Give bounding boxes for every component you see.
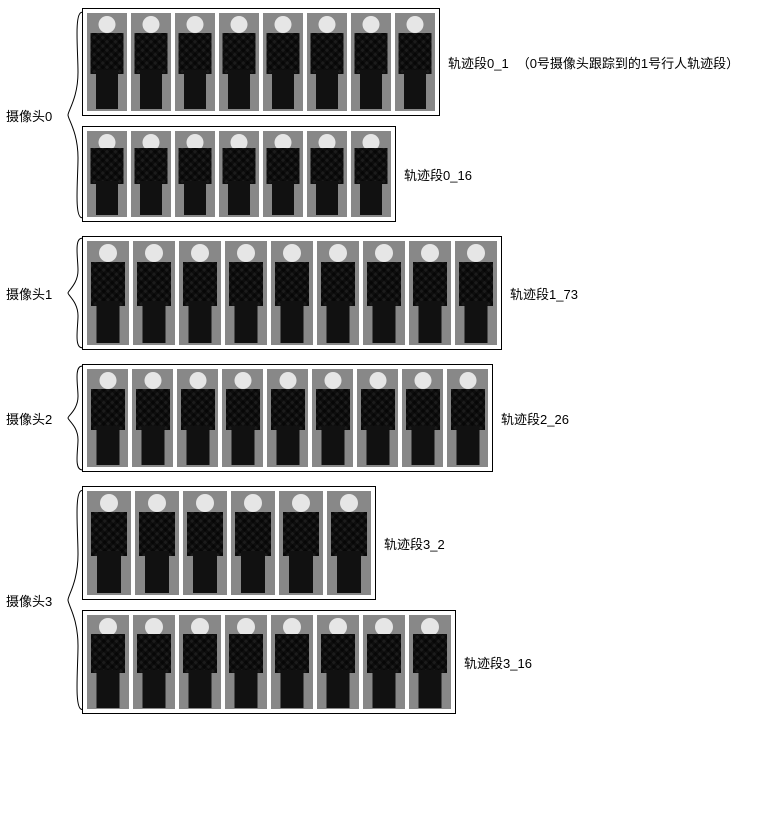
person-figure: [132, 369, 173, 467]
person-figure: [87, 491, 131, 595]
figure-root: 摄像头0 轨迹段0_1 （0号摄像头跟踪到的1号行人轨迹段） 轨迹段0_16 摄像头1 轨…: [6, 8, 756, 714]
track-label: 轨迹段3_16: [464, 653, 532, 672]
person-figure: [402, 369, 443, 467]
person-figure: [357, 369, 398, 467]
person-figure: [267, 369, 308, 467]
track-box: [82, 486, 376, 600]
camera-group: 摄像头1 轨迹段1_73: [6, 236, 756, 350]
person-figure: [351, 13, 391, 111]
person-figure: [179, 615, 221, 709]
track-label: 轨迹段1_73: [510, 284, 578, 303]
track-box: [82, 364, 493, 472]
track-label: 轨迹段2_26: [501, 409, 569, 428]
person-figure: [409, 615, 451, 709]
person-figure: [327, 491, 371, 595]
person-figure: [87, 241, 129, 345]
track-row: 轨迹段3_16: [82, 610, 756, 714]
track-box: [82, 126, 396, 222]
person-figure: [307, 13, 347, 111]
person-figure: [87, 369, 128, 467]
person-figure: [447, 369, 488, 467]
person-figure: [279, 491, 323, 595]
track-box: [82, 8, 440, 116]
person-figure: [131, 13, 171, 111]
curly-bracket-icon: [66, 8, 84, 222]
person-figure: [271, 241, 313, 345]
curly-bracket-icon: [66, 364, 84, 472]
person-figure: [179, 241, 221, 345]
tracks-container: 轨迹段1_73: [82, 236, 756, 350]
person-figure: [219, 131, 259, 217]
bracket-area: 摄像头0: [6, 8, 82, 222]
camera-group: 摄像头2 轨迹段2_26: [6, 364, 756, 472]
camera-label: 摄像头1: [6, 284, 52, 303]
person-figure: [263, 13, 303, 111]
track-row: 轨迹段2_26: [82, 364, 756, 472]
camera-label: 摄像头3: [6, 591, 52, 610]
track-row: 轨迹段0_1 （0号摄像头跟踪到的1号行人轨迹段）: [82, 8, 756, 116]
track-row: 轨迹段3_2: [82, 486, 756, 600]
person-figure: [133, 241, 175, 345]
person-figure: [87, 13, 127, 111]
person-figure: [135, 491, 179, 595]
person-figure: [133, 615, 175, 709]
tracks-container: 轨迹段2_26: [82, 364, 756, 472]
tracks-container: 轨迹段0_1 （0号摄像头跟踪到的1号行人轨迹段） 轨迹段0_16: [82, 8, 756, 222]
person-figure: [317, 615, 359, 709]
curly-bracket-icon: [66, 236, 84, 350]
person-figure: [225, 615, 267, 709]
track-label: 轨迹段0_1: [448, 53, 509, 72]
person-figure: [225, 241, 267, 345]
camera-label: 摄像头2: [6, 409, 52, 428]
track-box: [82, 610, 456, 714]
person-figure: [351, 131, 391, 217]
camera-label: 摄像头0: [6, 106, 52, 125]
person-figure: [317, 241, 359, 345]
person-figure: [183, 491, 227, 595]
bracket-area: 摄像头3: [6, 486, 82, 714]
track-box: [82, 236, 502, 350]
track-row: 轨迹段0_16: [82, 126, 756, 222]
bracket-area: 摄像头2: [6, 364, 82, 472]
curly-bracket-icon: [66, 486, 84, 714]
person-figure: [271, 615, 313, 709]
track-row: 轨迹段1_73: [82, 236, 756, 350]
tracks-container: 轨迹段3_2 轨迹段3_16: [82, 486, 756, 714]
track-label: 轨迹段3_2: [384, 534, 445, 553]
camera-group: 摄像头3 轨迹段3_2 轨迹段3_16: [6, 486, 756, 714]
person-figure: [177, 369, 218, 467]
track-label: 轨迹段0_16: [404, 165, 472, 184]
person-figure: [455, 241, 497, 345]
track-annotation: （0号摄像头跟踪到的1号行人轨迹段）: [517, 53, 739, 72]
person-figure: [363, 615, 405, 709]
person-figure: [395, 13, 435, 111]
person-figure: [131, 131, 171, 217]
person-figure: [219, 13, 259, 111]
person-figure: [307, 131, 347, 217]
person-figure: [222, 369, 263, 467]
person-figure: [263, 131, 303, 217]
person-figure: [87, 615, 129, 709]
person-figure: [363, 241, 405, 345]
person-figure: [175, 13, 215, 111]
bracket-area: 摄像头1: [6, 236, 82, 350]
person-figure: [312, 369, 353, 467]
person-figure: [175, 131, 215, 217]
person-figure: [409, 241, 451, 345]
camera-group: 摄像头0 轨迹段0_1 （0号摄像头跟踪到的1号行人轨迹段） 轨迹段0_16: [6, 8, 756, 222]
person-figure: [87, 131, 127, 217]
person-figure: [231, 491, 275, 595]
